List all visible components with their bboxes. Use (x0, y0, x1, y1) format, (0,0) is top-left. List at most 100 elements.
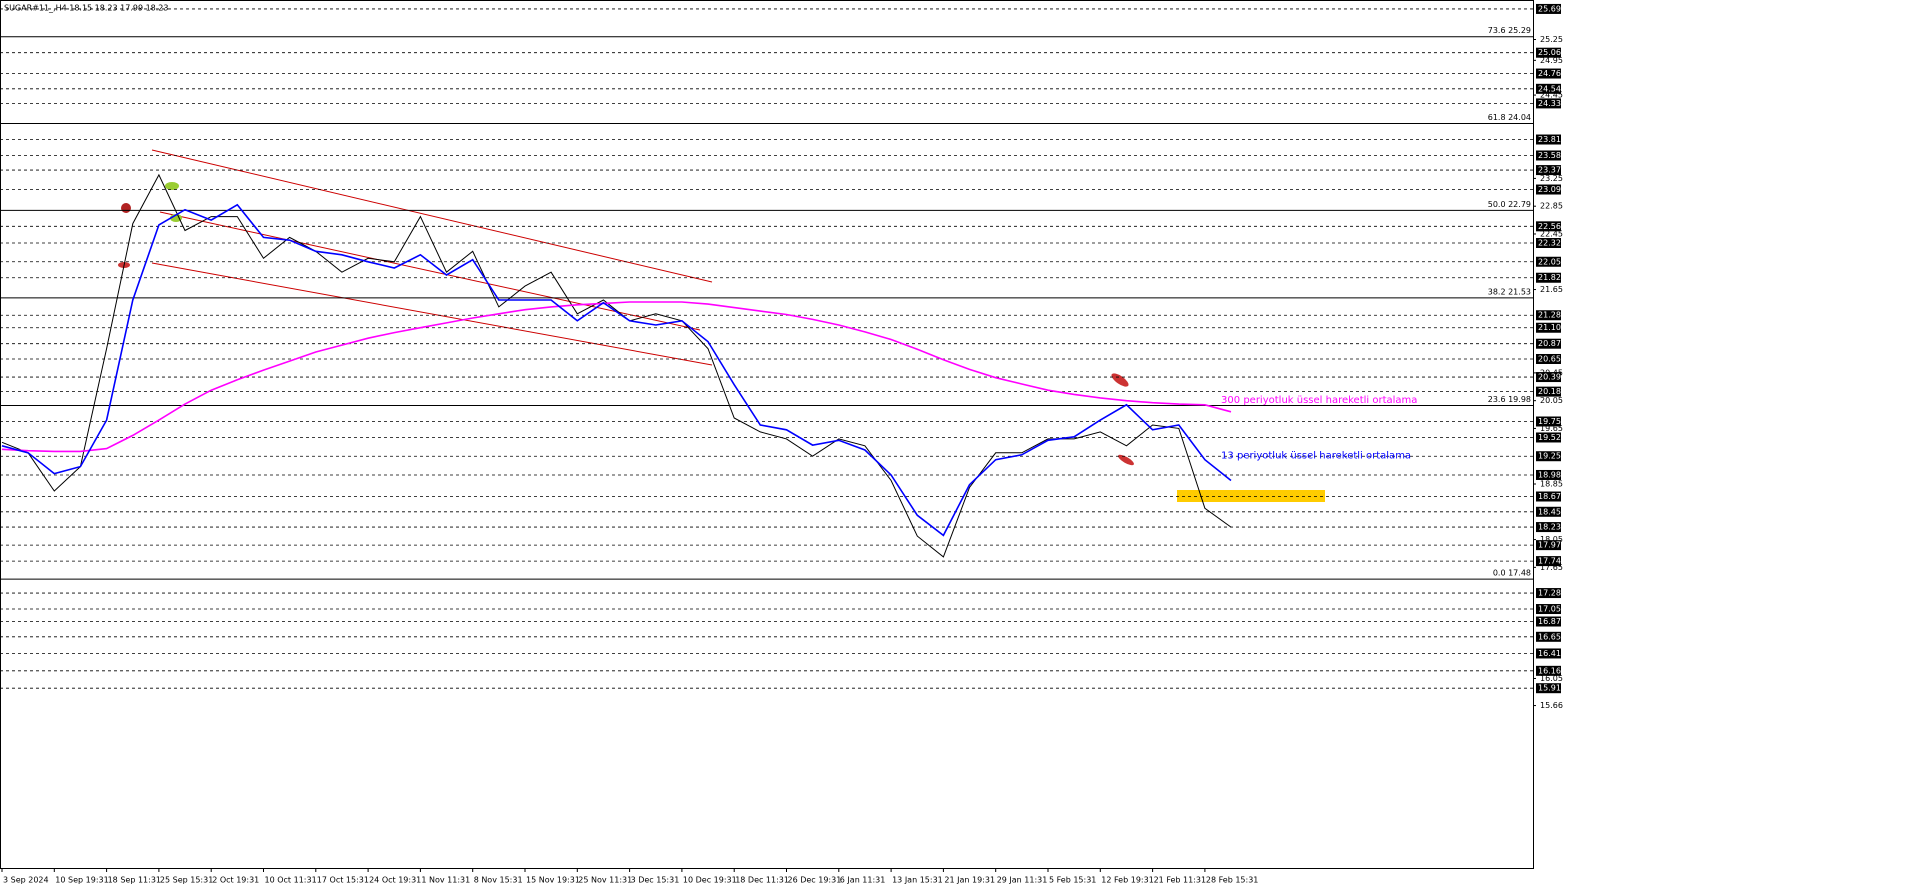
y-tick-label: 19.65 (1540, 424, 1563, 433)
level-label: 18.45 (1538, 507, 1561, 516)
level-label: 17.05 (1538, 605, 1561, 614)
level-label: 21.82 (1538, 273, 1561, 282)
level-box (1536, 150, 1561, 161)
level-label: 25.06 (1538, 48, 1561, 57)
y-tick-label: 22.85 (1540, 202, 1563, 211)
level-box (1536, 83, 1561, 94)
level-box (1536, 665, 1561, 676)
x-tick-label: 24 Oct 19:31 (369, 876, 421, 885)
x-tick-label: 25 Nov 11:31 (578, 876, 632, 885)
level-box (1536, 683, 1561, 694)
level-label: 23.37 (1538, 166, 1561, 175)
level-label: 21.10 (1538, 323, 1561, 332)
level-box (1536, 540, 1561, 551)
level-box (1536, 372, 1561, 383)
x-tick-label: 1 Nov 11:31 (421, 876, 470, 885)
marker (165, 182, 179, 190)
level-label: 16.16 (1538, 666, 1561, 675)
x-tick-label: 17 Oct 15:31 (317, 876, 369, 885)
x-tick-label: 15 Nov 19:31 (526, 876, 580, 885)
fib-label: 23.6 19.98 (1488, 395, 1531, 404)
fib-label: 0.0 17.48 (1493, 569, 1531, 578)
y-tick-label: 24.45 (1540, 91, 1563, 100)
series-label: 300 periyotluk üssel hareketli ortalama (1221, 395, 1417, 406)
y-tick-label: 20.05 (1540, 396, 1563, 405)
level-label: 24.33 (1538, 99, 1561, 108)
level-label: 16.41 (1538, 649, 1561, 658)
level-box (1536, 272, 1561, 283)
level-box (1536, 506, 1561, 517)
level-box (1536, 522, 1561, 533)
level-box (1536, 386, 1561, 397)
x-tick-label: 10 Sep 19:31 (55, 876, 108, 885)
level-box (1536, 165, 1561, 176)
level-box (1536, 238, 1561, 249)
level-box (1536, 310, 1561, 321)
level-label: 16.65 (1538, 632, 1561, 641)
level-label: 23.09 (1538, 185, 1561, 194)
level-label: 20.65 (1538, 354, 1561, 363)
level-box (1536, 451, 1561, 462)
level-label: 17.74 (1538, 557, 1561, 566)
level-label: 19.75 (1538, 417, 1561, 426)
level-label: 20.39 (1538, 373, 1561, 382)
level-box (1536, 631, 1561, 642)
level-label: 22.05 (1538, 257, 1561, 266)
level-label: 16.87 (1538, 617, 1561, 626)
x-tick-label: 3 Dec 15:31 (631, 876, 680, 885)
level-box (1536, 68, 1561, 79)
level-label: 17.97 (1538, 541, 1561, 550)
x-tick-label: 25 Sep 15:31 (160, 876, 213, 885)
level-box (1536, 469, 1561, 480)
x-tick-label: 26 Dec 19:31 (788, 876, 842, 885)
level-label: 20.18 (1538, 387, 1561, 396)
level-label: 22.32 (1538, 239, 1561, 248)
channel-middle (159, 211, 701, 331)
marker (1118, 454, 1134, 466)
level-box (1536, 353, 1561, 364)
level-box (1536, 256, 1561, 267)
channel-upper (151, 149, 713, 283)
plot-frame (0, 0, 1534, 869)
x-tick-label: 28 Feb 15:31 (1206, 876, 1258, 885)
level-label: 24.54 (1538, 84, 1561, 93)
level-box (1536, 588, 1561, 599)
y-tick-label: 15.66 (1540, 701, 1563, 710)
channel-lower (151, 262, 713, 366)
x-tick-label: 12 Feb 19:31 (1101, 876, 1153, 885)
level-label: 18.98 (1538, 470, 1561, 479)
y-tick-label: 22.45 (1540, 229, 1563, 238)
level-label: 20.87 (1538, 339, 1561, 348)
level-label: 23.58 (1538, 151, 1561, 160)
fib-label: 38.2 21.53 (1488, 287, 1531, 296)
marker (1111, 373, 1129, 387)
y-tick-label: 18.05 (1540, 535, 1563, 544)
level-box (1536, 338, 1561, 349)
level-label: 19.52 (1538, 433, 1561, 442)
x-tick-label: 6 Jan 11:31 (840, 876, 886, 885)
x-tick-label: 8 Nov 15:31 (474, 876, 523, 885)
level-box (1536, 221, 1561, 232)
fib-label: 50.0 22.79 (1488, 200, 1531, 209)
x-tick-label: 18 Sep 11:31 (108, 876, 161, 885)
level-label: 19.25 (1538, 452, 1561, 461)
chart-title: SUGAR#11_,H4 18.15 18.23 17.99 18.23 (4, 4, 168, 13)
level-label: 15.91 (1538, 684, 1561, 693)
level-box (1536, 184, 1561, 195)
level-label: 17.28 (1538, 589, 1561, 598)
series-line (1, 203, 1232, 537)
level-label: 23.81 (1538, 135, 1561, 144)
highlight-zone (1177, 490, 1325, 502)
series-label: 13 periyotluk üssel hareketli ortalama (1221, 451, 1411, 462)
level-box (1536, 491, 1561, 502)
x-tick-label: 13 Jan 15:31 (892, 876, 943, 885)
x-tick-label: 18 Dec 11:31 (735, 876, 789, 885)
level-label: 24.76 (1538, 69, 1561, 78)
level-box (1536, 432, 1561, 443)
marker (121, 203, 131, 213)
fib-label: 61.8 24.04 (1488, 113, 1531, 122)
x-tick-label: 21 Feb 11:31 (1154, 876, 1206, 885)
y-tick-label: 25.25 (1540, 35, 1563, 44)
x-tick-label: 10 Dec 19:31 (683, 876, 737, 885)
